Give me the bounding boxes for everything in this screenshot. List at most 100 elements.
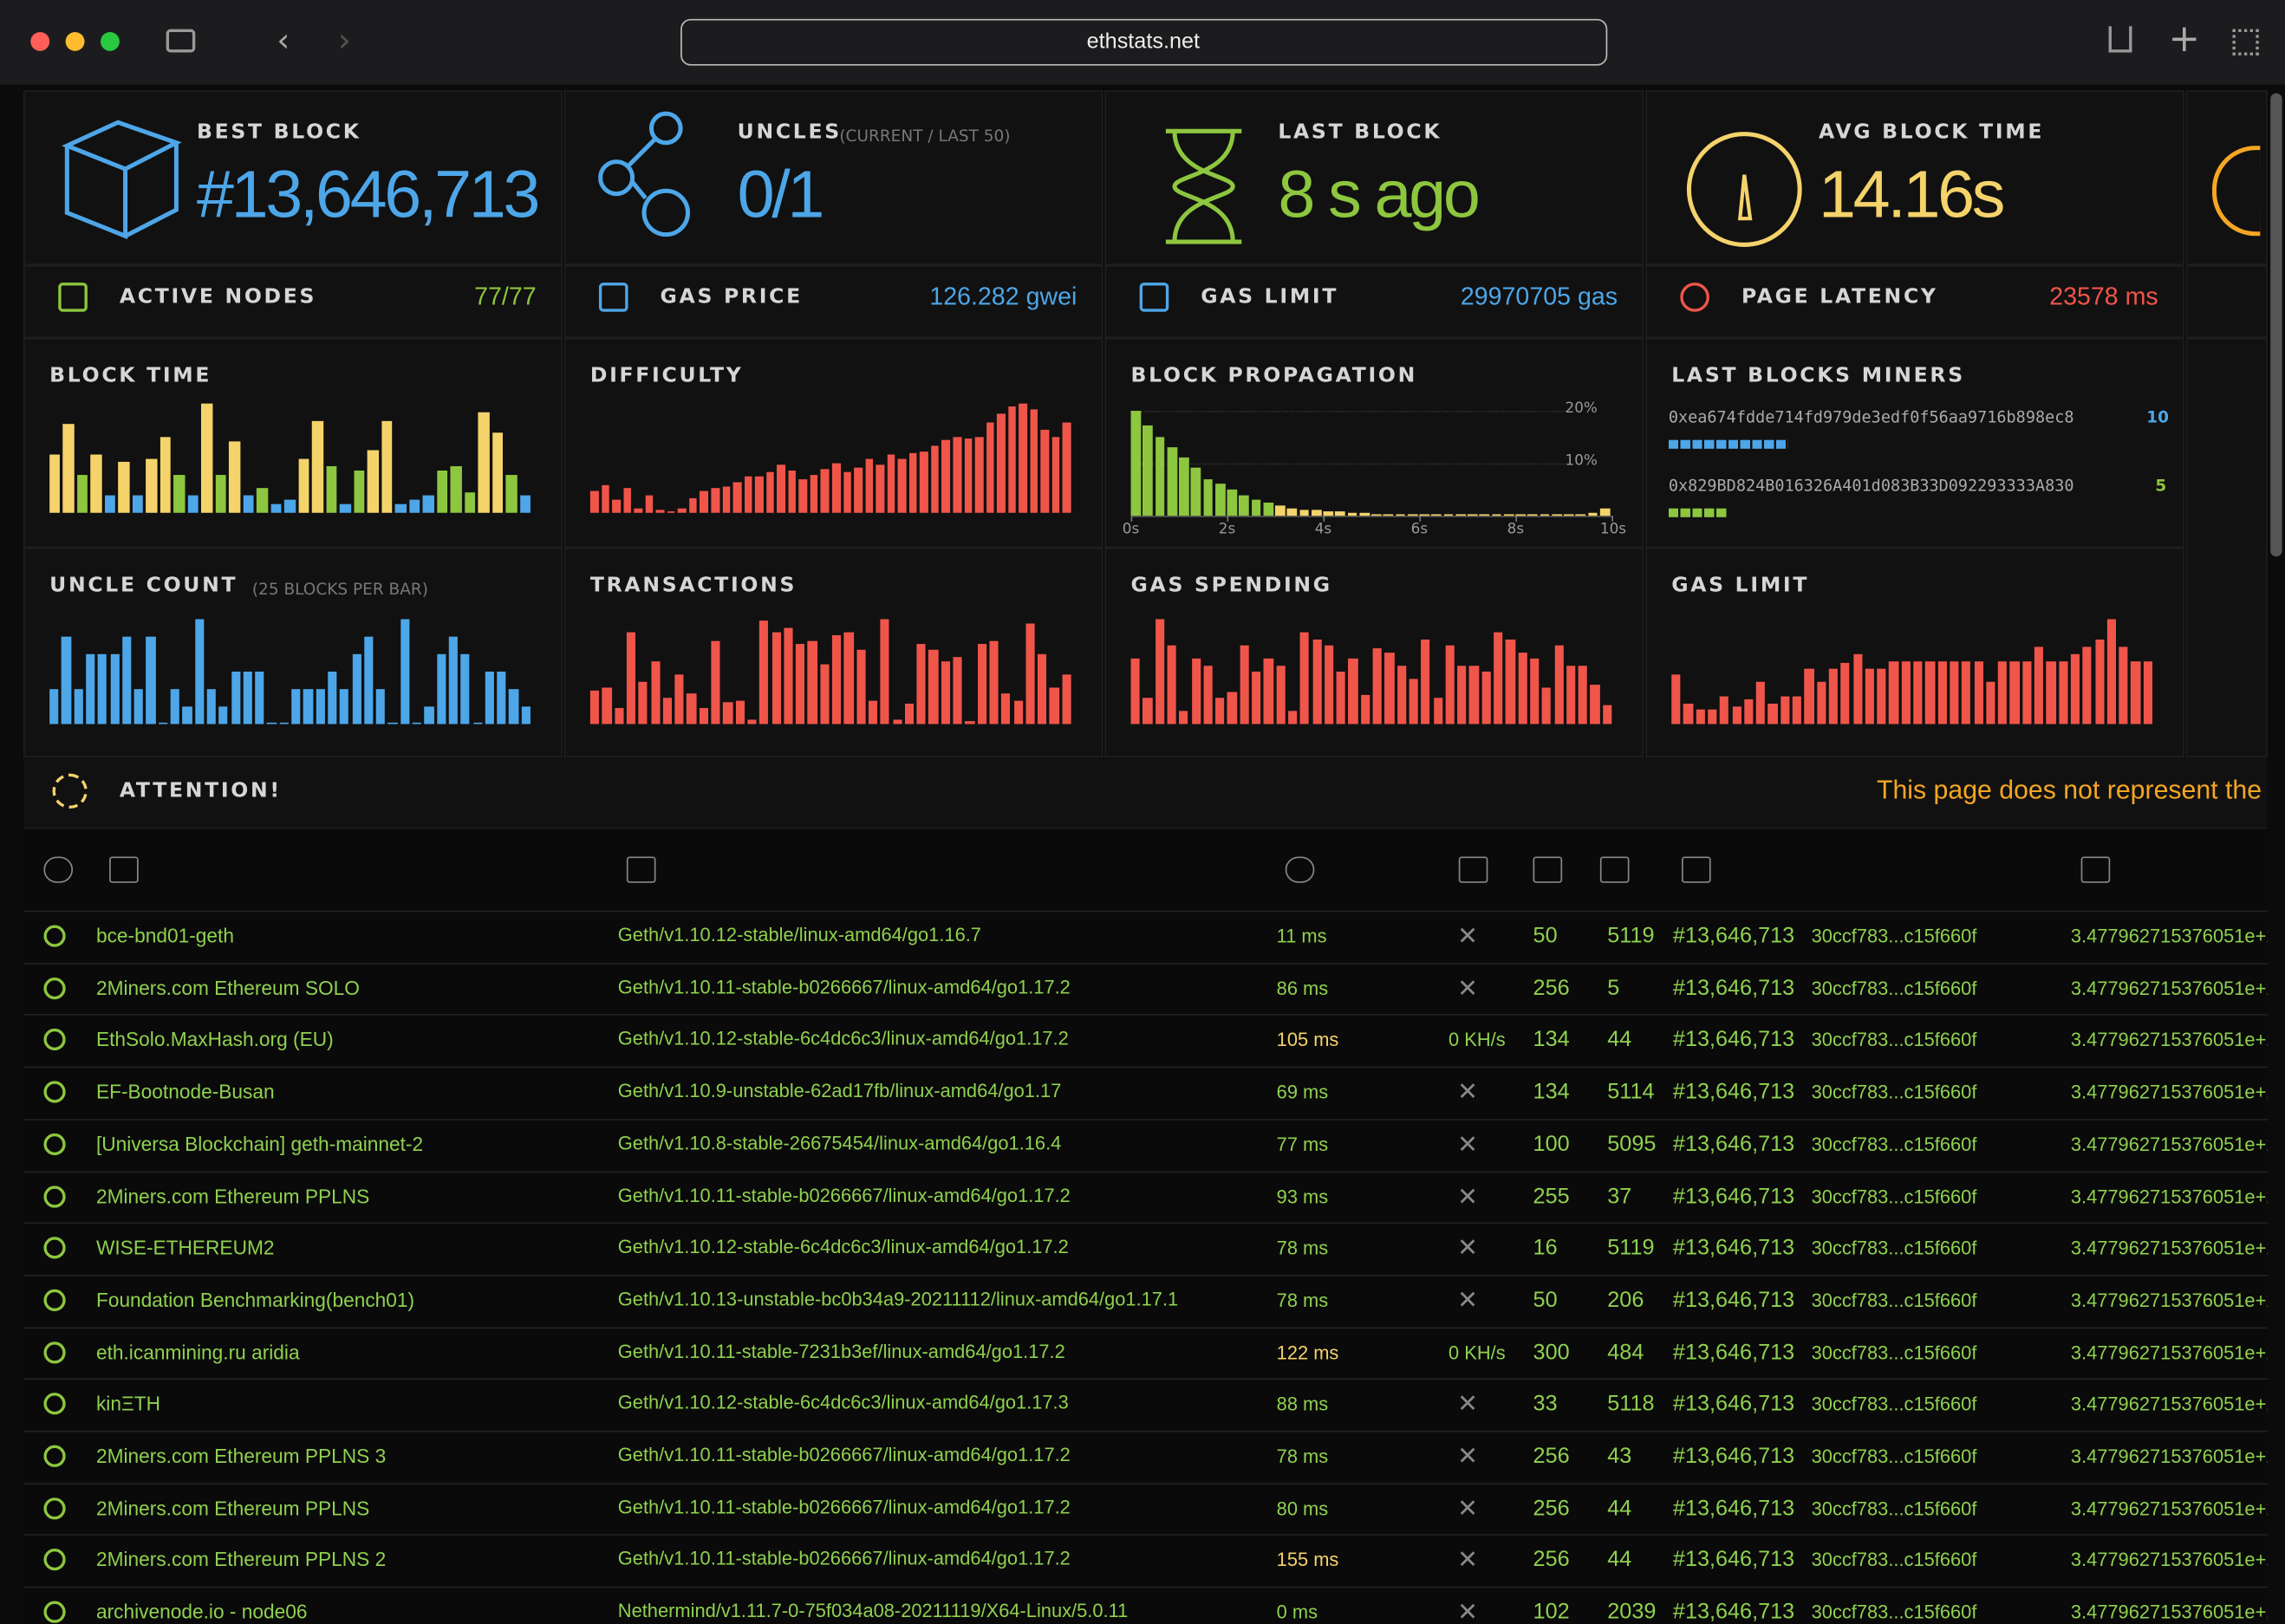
no-mining-icon: ✕ [1457, 1494, 1478, 1523]
node-row[interactable]: bce-bnd01-gethGeth/v1.10.12-stable/linux… [23, 911, 2268, 964]
attention-title: ATTENTION! [120, 779, 282, 802]
node-pending: 44 [1607, 1548, 1631, 1573]
bar [1527, 515, 1537, 516]
node-client: Geth/v1.10.11-stable-b0266667/linux-amd6… [618, 1496, 1071, 1517]
bar [602, 687, 612, 724]
node-client: Geth/v1.10.11-stable-7231b3ef/linux-amd6… [618, 1340, 1065, 1361]
node-difficulty: 3.477962715376051e+2 [2071, 1237, 2268, 1259]
bar [2059, 661, 2068, 724]
node-client: Geth/v1.10.11-stable-b0266667/linux-amd6… [618, 1444, 1071, 1465]
bar [1542, 687, 1552, 724]
bar [497, 672, 506, 724]
node-row[interactable]: WISE-ETHEREUM2Geth/v1.10.12-stable-6c4dc… [23, 1223, 2268, 1276]
forward-button[interactable]: › [338, 23, 351, 60]
node-row[interactable]: EF-Bootnode-BusanGeth/v1.10.9-unstable-6… [23, 1067, 2268, 1120]
bar [1566, 665, 1576, 724]
node-row[interactable]: eth.icanmining.ru aridiaGeth/v1.10.11-st… [23, 1327, 2268, 1380]
bar [478, 412, 489, 512]
bar [687, 694, 696, 724]
bar [997, 414, 1005, 513]
icon [38, 102, 199, 263]
node-latency: 80 ms [1277, 1497, 1329, 1519]
node-row[interactable]: 2Miners.com Ethereum PPLNSGeth/v1.10.11-… [23, 1483, 2268, 1536]
bar [376, 689, 386, 724]
node-row[interactable]: Foundation Benchmarking(bench01)Geth/v1.… [23, 1275, 2268, 1328]
node-row[interactable]: 2Miners.com Ethereum PPLNSGeth/v1.10.11-… [23, 1171, 2268, 1224]
no-mining-icon: ✕ [1457, 1182, 1478, 1212]
node-row[interactable]: 2Miners.com Ethereum SOLOGeth/v1.10.11-s… [23, 963, 2268, 1016]
bar [1001, 694, 1011, 724]
bar [917, 644, 927, 724]
bar [1131, 410, 1141, 516]
node-pending: 2039 [1607, 1600, 1656, 1624]
chart-title: BLOCK PROPAGATION [1131, 364, 1417, 387]
node-client: Geth/v1.10.11-stable-b0266667/linux-amd6… [618, 1548, 1071, 1569]
bar [675, 674, 685, 724]
bar [1264, 659, 1273, 724]
node-row[interactable]: 2Miners.com Ethereum PPLNS 2Geth/v1.10.1… [23, 1535, 2268, 1588]
bar [1396, 514, 1405, 516]
bar [1457, 665, 1467, 724]
node-row[interactable]: EthSolo.MaxHash.org (EU)Geth/v1.10.12-st… [23, 1015, 2268, 1068]
node-peers: 50 [1533, 1288, 1558, 1313]
bar [755, 477, 763, 513]
bar [171, 689, 180, 724]
bar [856, 649, 866, 724]
bar [91, 454, 102, 513]
zoom-button[interactable] [101, 32, 120, 51]
node-block: #13,646,713 [1673, 1340, 1794, 1365]
small-stat-value: 77/77 [474, 283, 537, 312]
bar [799, 479, 807, 513]
bar [844, 633, 854, 724]
bar [395, 504, 407, 513]
address-bar[interactable]: ethstats.net [680, 19, 1607, 66]
share-button[interactable] [2109, 26, 2132, 52]
no-mining-icon: ✕ [1457, 1390, 1478, 1419]
bar [49, 454, 61, 513]
node-hashrate: 0 KH/s [1448, 1030, 1506, 1051]
node-name: [Universa Blockchain] geth-mainnet-2 [96, 1134, 423, 1155]
bar [1696, 710, 1705, 724]
bar [1937, 661, 1947, 724]
node-latency: 93 ms [1277, 1186, 1329, 1207]
bar [898, 458, 906, 513]
bar [977, 644, 986, 724]
column-header-icon [1600, 856, 1630, 882]
close-button[interactable] [30, 32, 49, 51]
back-button[interactable]: ‹ [277, 23, 290, 60]
new-tab-button[interactable]: + [2169, 17, 2201, 61]
minimize-button[interactable] [66, 32, 85, 51]
bar [1443, 515, 1453, 516]
bar [1227, 692, 1237, 724]
bar [1720, 696, 1729, 724]
bar [1276, 665, 1286, 724]
bar [1579, 665, 1588, 724]
bar [2083, 647, 2093, 724]
bar [216, 475, 227, 513]
stat-value: #13,646,713 [197, 154, 537, 233]
node-block: #13,646,713 [1673, 1028, 1794, 1053]
stat-title: BEST BLOCK [197, 121, 361, 145]
bar [808, 640, 817, 724]
node-hash: 30ccf783...c15f660f [1812, 1237, 1977, 1259]
bar [146, 458, 158, 513]
bar [279, 723, 289, 724]
bar [1335, 512, 1344, 516]
node-row[interactable]: [Universa Blockchain] geth-mainnet-2Geth… [23, 1119, 2268, 1172]
bar [1167, 447, 1176, 516]
node-row[interactable]: archivenode.io - node06Nethermind/v1.11.… [23, 1587, 2268, 1624]
stat-title: UNCLES [738, 121, 842, 145]
bar [449, 637, 459, 724]
column-header-icon [43, 856, 73, 882]
node-status [43, 926, 65, 947]
bar [733, 483, 741, 513]
sidebar-button[interactable] [166, 29, 196, 53]
node-peers: 134 [1533, 1028, 1570, 1053]
bar [509, 689, 518, 724]
node-row[interactable]: kinΞTHGeth/v1.10.12-stable-6c4dc6c3/linu… [23, 1379, 2268, 1432]
small-stat-value: 29970705 gas [1461, 283, 1618, 312]
tabs-button[interactable] [2232, 29, 2258, 55]
node-row[interactable]: 2Miners.com Ethereum PPLNS 3Geth/v1.10.1… [23, 1431, 2268, 1484]
bar [590, 691, 600, 724]
bar [651, 660, 661, 724]
